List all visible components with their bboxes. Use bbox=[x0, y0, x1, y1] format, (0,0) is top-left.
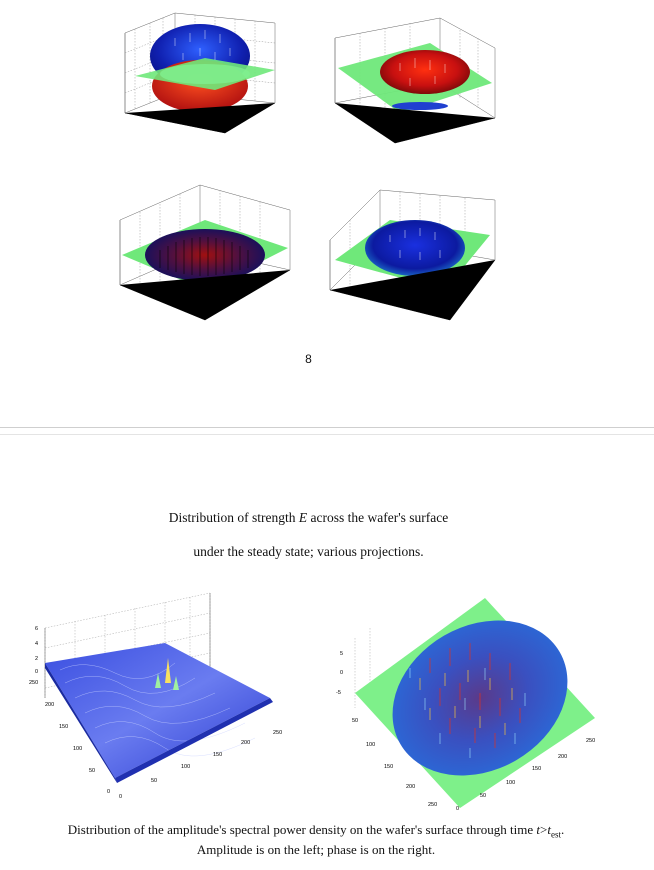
phase-y-tick: 250 bbox=[428, 802, 437, 808]
amp-y-tick: 50 bbox=[89, 768, 95, 774]
phase-y-tick: 50 bbox=[352, 718, 358, 724]
phase-x-tick: 0 bbox=[456, 806, 459, 812]
amp-x-tick: 200 bbox=[241, 740, 250, 746]
phase-x-tick: 50 bbox=[480, 793, 486, 799]
amp-y-tick: 200 bbox=[45, 702, 54, 708]
page-number: 8 bbox=[305, 352, 312, 366]
amp-x-tick: 0 bbox=[119, 794, 122, 800]
phase-plot: 5 0 -5 50 100 150 200 250 0 50 100 150 2… bbox=[336, 598, 595, 812]
phase-y-tick: 150 bbox=[384, 764, 393, 770]
amp-z-tick: 6 bbox=[35, 626, 38, 632]
page-divider bbox=[0, 427, 654, 428]
amp-y-tick: 0 bbox=[107, 789, 110, 795]
caption-bottom-line-1: Distribution of the amplitude's spectral… bbox=[67, 822, 565, 840]
e-field-plot-3 bbox=[119, 184, 291, 321]
amp-y-tick: 100 bbox=[73, 746, 82, 752]
amp-x-tick: 150 bbox=[213, 752, 222, 758]
phase-x-tick: 250 bbox=[586, 738, 595, 744]
phase-x-tick: 100 bbox=[506, 780, 515, 786]
phase-y-tick: 100 bbox=[366, 742, 375, 748]
caption-top-line-2: under the steady state; various projecti… bbox=[193, 544, 424, 559]
amp-x-tick: 250 bbox=[273, 730, 282, 736]
phase-z-tick: 0 bbox=[340, 670, 343, 676]
phase-x-tick: 200 bbox=[558, 754, 567, 760]
amp-z-tick: 0 bbox=[35, 669, 38, 675]
amp-y-tick: 250 bbox=[29, 680, 38, 686]
amp-z-tick: 2 bbox=[35, 656, 38, 662]
e-field-plot-2 bbox=[334, 17, 496, 144]
amp-z-tick: 4 bbox=[35, 641, 38, 647]
caption-bottom-line-2: Amplitude is on the left; phase is on th… bbox=[196, 842, 436, 857]
page-divider-shadow bbox=[0, 434, 654, 435]
amp-y-tick: 150 bbox=[59, 724, 68, 730]
e-field-plot-4 bbox=[329, 189, 496, 321]
phase-z-tick: 5 bbox=[340, 651, 343, 657]
e-field-plot-1 bbox=[124, 12, 276, 134]
caption-top-line-1: Distribution of strength E across the wa… bbox=[168, 510, 449, 525]
phase-x-tick: 150 bbox=[532, 766, 541, 772]
amp-x-tick: 100 bbox=[181, 764, 190, 770]
phase-z-tick: -5 bbox=[336, 690, 341, 696]
amp-x-tick: 50 bbox=[151, 778, 157, 784]
phase-y-tick: 200 bbox=[406, 784, 415, 790]
amplitude-plot: 6 4 2 0 250 200 150 100 50 0 0 50 100 15… bbox=[29, 592, 282, 800]
